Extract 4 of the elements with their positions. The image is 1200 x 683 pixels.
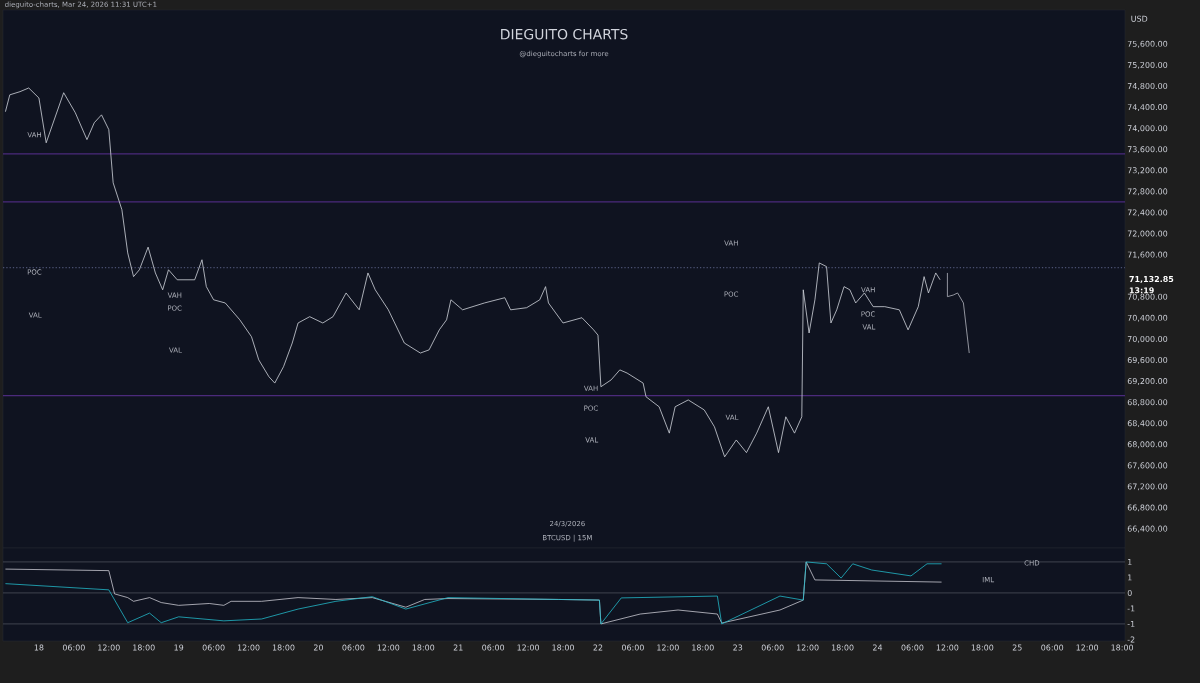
text: DIEGUITO CHARTS (501, 28, 628, 40)
line-series (5, 87, 941, 458)
line-series (5, 561, 942, 625)
line-series (946, 272, 970, 354)
